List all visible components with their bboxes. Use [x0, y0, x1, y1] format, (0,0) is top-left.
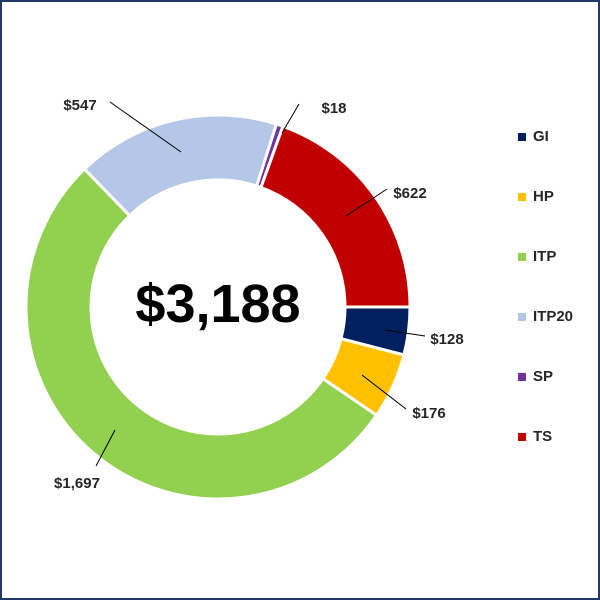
legend-label-ts: TS	[533, 428, 552, 445]
data-label-itp20: $547	[63, 97, 96, 114]
data-label-ts: $622	[393, 185, 426, 202]
legend-swatch-hp	[518, 193, 526, 201]
legend-label-hp: HP	[533, 188, 554, 205]
center-total-label: $3,188	[135, 274, 300, 334]
leader-line-ts	[345, 188, 388, 217]
data-label-gi: $128	[430, 331, 463, 348]
legend-label-itp: ITP	[533, 248, 556, 265]
legend-swatch-ts	[518, 433, 526, 441]
donut-slice-itp	[24, 166, 379, 501]
leader-line-itp	[95, 429, 116, 467]
legend-label-itp20: ITP20	[533, 308, 573, 325]
legend-swatch-itp20	[518, 313, 526, 321]
donut-slice-ts	[259, 124, 412, 309]
leader-line-sp	[281, 103, 300, 134]
donut-slice-itp20	[82, 113, 279, 218]
data-label-hp: $176	[412, 405, 445, 422]
data-label-sp: $18	[321, 100, 346, 117]
leader-line-gi	[384, 329, 426, 337]
leader-line-hp	[361, 374, 407, 410]
legend-swatch-itp	[518, 253, 526, 261]
legend-label-gi: GI	[533, 128, 549, 145]
legend-label-sp: SP	[533, 368, 553, 385]
legend-swatch-sp	[518, 373, 526, 381]
legend-swatch-gi	[518, 133, 526, 141]
leader-line-itp20	[109, 101, 182, 153]
data-label-itp: $1,697	[54, 475, 100, 492]
